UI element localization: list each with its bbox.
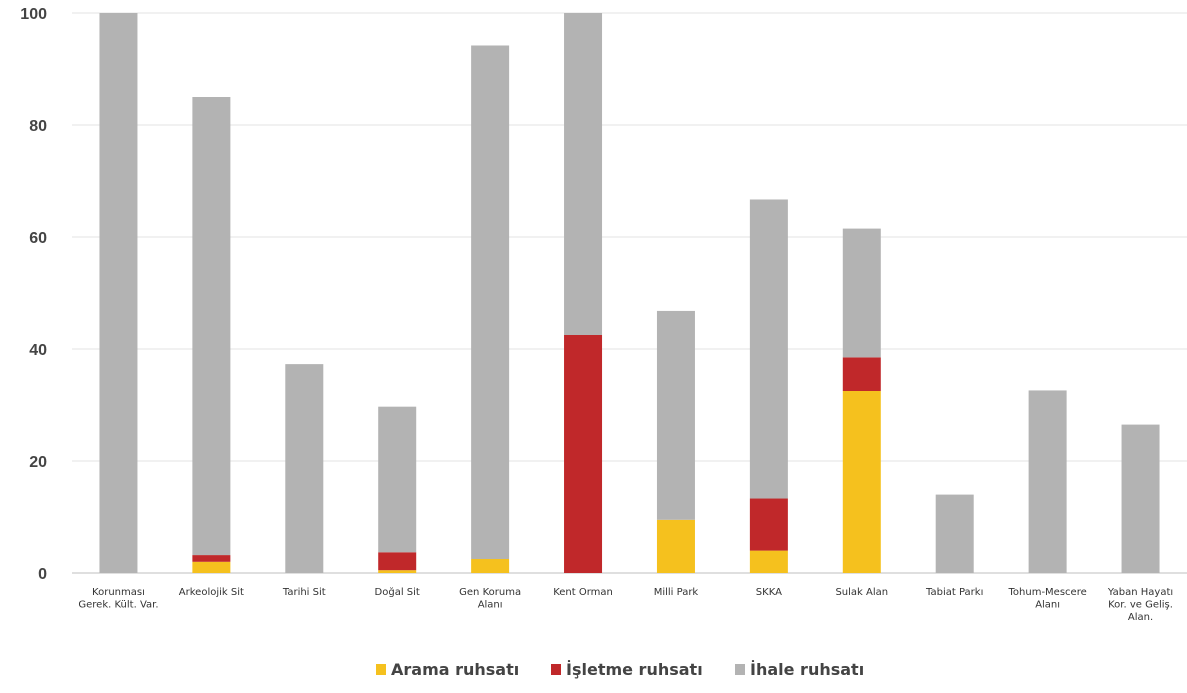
bar-segment (842, 391, 881, 573)
bar-segment (935, 494, 974, 573)
x-tick-label-line: Tabiat Parkı (925, 587, 983, 598)
x-tick-label-line: Yaban Hayatı (1107, 587, 1173, 598)
bar-segment (471, 45, 510, 560)
x-tick-label: Tabiat Parkı (925, 587, 983, 598)
x-tick-label: Kent Orman (553, 587, 613, 598)
bar-segment (192, 561, 231, 573)
legend-swatch (735, 664, 745, 675)
x-tick-label-line: Doğal Sit (375, 586, 420, 598)
bar-segment (192, 97, 231, 556)
x-tick-label-line: Arkeolojik Sit (179, 587, 244, 598)
legend-swatch (376, 664, 386, 675)
y-tick-label: 40 (29, 342, 47, 359)
x-tick-label-line: Gerek. Kült. Var. (78, 600, 158, 611)
x-axis-tick-labels: Korunması Gerek. Kült. Var. Arkeolojik Sit… (78, 586, 1173, 623)
bar-segment (842, 357, 881, 391)
x-tick-label: Doğal Sit (375, 586, 420, 598)
legend: Arama ruhsatı İşletme ruhsatı İhale ruhsat… (376, 660, 864, 679)
bar-segment (656, 519, 695, 573)
bar-segment (192, 555, 231, 562)
x-tick-label-line: Milli Park (654, 587, 699, 598)
bar-segment (564, 335, 603, 573)
x-tick-label: Arkeolojik Sit (179, 587, 244, 598)
y-tick-label: 20 (29, 454, 47, 471)
x-tick-label: Gen Koruma Alanı (459, 587, 521, 611)
x-tick-label-line: Gen Koruma (459, 587, 521, 598)
bar-segment (842, 228, 881, 358)
x-tick-label: Yaban Hayatı Kor. ve Geliş. Alan. (1107, 587, 1173, 623)
bar-segment (749, 550, 788, 573)
bar-segment (564, 13, 603, 335)
bar-segment (749, 199, 788, 499)
x-tick-label: Tohum-Mescere Alanı (1008, 587, 1087, 611)
legend-label: Arama ruhsatı (391, 660, 519, 679)
x-tick-label: Korunması Gerek. Kült. Var. (78, 587, 158, 611)
x-tick-label-line: SKKA (756, 587, 782, 598)
x-tick-label-line: Alan. (1128, 612, 1153, 623)
y-tick-label: 100 (20, 6, 47, 23)
x-tick-label-line: Korunması (92, 587, 145, 598)
bar-segment (1121, 424, 1160, 573)
y-tick-label: 80 (29, 118, 47, 135)
bar-segment (99, 13, 138, 573)
x-tick-label-line: Tohum-Mescere (1008, 587, 1087, 598)
x-tick-label-line: Alanı (478, 600, 503, 611)
x-tick-label: Milli Park (654, 587, 699, 598)
x-tick-label: Tarihi Sit (282, 587, 326, 598)
legend-label: İhale ruhsatı (750, 660, 864, 679)
legend-label: İşletme ruhsatı (566, 660, 703, 679)
x-tick-label-line: Kent Orman (553, 587, 613, 598)
bar-segment (656, 310, 695, 520)
y-tick-label: 0 (38, 566, 47, 583)
bar-segment (378, 552, 417, 571)
bar-segment (749, 498, 788, 551)
bar-segment (285, 364, 324, 573)
x-tick-label-line: Alanı (1035, 600, 1060, 611)
y-gridlines (72, 12, 1187, 574)
bars (99, 13, 1160, 573)
y-axis-tick-labels: 0 20 40 60 80 100 (20, 6, 47, 583)
x-tick-label-line: Sulak Alan (835, 587, 888, 598)
x-tick-label: SKKA (756, 587, 782, 598)
x-tick-label-line: Tarihi Sit (282, 587, 326, 598)
bar-segment (471, 559, 510, 573)
y-tick-label: 60 (29, 230, 47, 247)
x-tick-label-line: Kor. ve Geliş. (1108, 600, 1173, 611)
bar-segment (1028, 390, 1067, 573)
x-tick-label: Sulak Alan (835, 587, 888, 598)
bar-segment (378, 570, 417, 573)
legend-swatch (551, 664, 561, 675)
bar-segment (378, 406, 417, 553)
